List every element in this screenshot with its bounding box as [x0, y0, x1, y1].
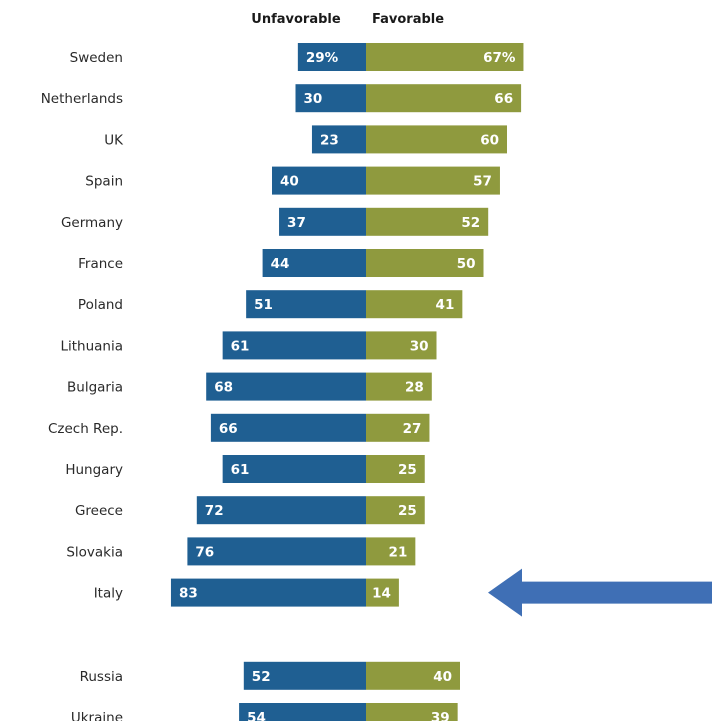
- bar-unfavorable-spain: [272, 166, 366, 195]
- bar-favorable-ukraine: [366, 703, 458, 721]
- label-unfavorable-poland: 51: [254, 297, 273, 313]
- bar-favorable-poland: [366, 290, 463, 319]
- bar-unfavorable-greece: [196, 496, 366, 525]
- bar-favorable-bulgaria: [366, 372, 432, 401]
- bar-favorable-germany: [366, 207, 489, 236]
- favorable-header: Favorable: [372, 12, 444, 27]
- bar-unfavorable-netherlands: [295, 84, 366, 113]
- bar-unfavorable-lithuania: [222, 331, 366, 360]
- label-unfavorable-france: 44: [271, 256, 290, 272]
- bar-unfavorable-germany: [279, 207, 366, 236]
- label-unfavorable-czech-rep: 66: [219, 421, 238, 437]
- bar-favorable-hungary: [366, 455, 425, 483]
- label-favorable-czech-rep: 27: [403, 421, 422, 437]
- label-favorable-spain: 57: [473, 174, 492, 190]
- category-label-greece: Greece: [75, 503, 123, 519]
- label-unfavorable-slovakia: 76: [195, 544, 214, 560]
- label-unfavorable-sweden: 29%: [306, 50, 339, 66]
- bars-layer: Sweden 29% 67% Netherlands 30 66 UK 23 60 Spain 40…: [41, 43, 524, 721]
- category-label-uk: UK: [104, 132, 124, 148]
- label-favorable-germany: 52: [461, 215, 480, 231]
- label-favorable-greece: 25: [398, 503, 417, 519]
- label-unfavorable-ukraine: 54: [247, 710, 266, 721]
- label-favorable-bulgaria: 28: [405, 380, 424, 396]
- label-unfavorable-germany: 37: [287, 215, 306, 231]
- category-label-italy: Italy: [94, 586, 123, 602]
- label-favorable-france: 50: [457, 256, 476, 272]
- label-favorable-italy: 14: [372, 586, 391, 602]
- bar-unfavorable-hungary: [222, 455, 366, 483]
- bar-unfavorable-russia: [243, 661, 366, 690]
- category-label-france: France: [78, 256, 123, 272]
- bar-favorable-russia: [366, 661, 460, 690]
- label-favorable-sweden: 67%: [483, 50, 516, 66]
- bar-favorable-italy: [366, 578, 399, 607]
- bar-favorable-sweden: [366, 43, 524, 71]
- arrow-annotation-icon: [488, 568, 712, 617]
- label-unfavorable-italy: 83: [179, 586, 198, 602]
- label-favorable-hungary: 25: [398, 462, 417, 478]
- label-favorable-poland: 41: [436, 297, 455, 313]
- label-unfavorable-uk: 23: [320, 132, 339, 148]
- label-unfavorable-lithuania: 61: [231, 338, 250, 354]
- bar-unfavorable-slovakia: [187, 537, 366, 566]
- bar-favorable-spain: [366, 166, 500, 195]
- category-label-lithuania: Lithuania: [60, 338, 123, 354]
- label-favorable-slovakia: 21: [389, 544, 408, 560]
- bar-unfavorable-uk: [311, 125, 366, 154]
- bar-unfavorable-sweden: [297, 43, 366, 71]
- bar-unfavorable-ukraine: [239, 703, 366, 721]
- bar-favorable-netherlands: [366, 84, 522, 113]
- category-label-bulgaria: Bulgaria: [67, 380, 123, 396]
- bar-favorable-lithuania: [366, 331, 437, 360]
- category-label-russia: Russia: [80, 669, 123, 685]
- label-unfavorable-hungary: 61: [231, 462, 250, 478]
- bar-unfavorable-poland: [246, 290, 366, 319]
- label-favorable-russia: 40: [433, 669, 452, 685]
- label-favorable-netherlands: 66: [494, 91, 513, 107]
- category-label-sweden: Sweden: [70, 50, 123, 66]
- category-label-germany: Germany: [61, 215, 123, 231]
- annotation-layer: [488, 568, 712, 617]
- bar-unfavorable-czech-rep: [210, 413, 366, 442]
- bar-favorable-slovakia: [366, 537, 416, 566]
- label-unfavorable-spain: 40: [280, 174, 299, 190]
- category-label-netherlands: Netherlands: [41, 91, 123, 107]
- label-favorable-lithuania: 30: [410, 338, 429, 354]
- category-label-ukraine: Ukraine: [71, 710, 123, 721]
- label-favorable-uk: 60: [480, 132, 499, 148]
- bar-unfavorable-bulgaria: [206, 372, 366, 401]
- bar-favorable-france: [366, 249, 484, 277]
- bar-unfavorable-italy: [170, 578, 366, 607]
- bar-unfavorable-france: [262, 249, 366, 277]
- label-unfavorable-russia: 52: [252, 669, 271, 685]
- bar-favorable-uk: [366, 125, 507, 154]
- label-unfavorable-netherlands: 30: [304, 91, 323, 107]
- unfavorable-header: Unfavorable: [251, 12, 341, 27]
- category-label-poland: Poland: [78, 297, 123, 313]
- category-label-spain: Spain: [85, 174, 123, 190]
- category-label-slovakia: Slovakia: [66, 544, 123, 560]
- label-unfavorable-greece: 72: [205, 503, 224, 519]
- bar-favorable-czech-rep: [366, 413, 430, 442]
- label-favorable-ukraine: 39: [431, 710, 450, 721]
- category-label-hungary: Hungary: [65, 462, 123, 478]
- label-unfavorable-bulgaria: 68: [214, 380, 233, 396]
- bar-favorable-greece: [366, 496, 425, 525]
- category-label-czech-rep: Czech Rep.: [48, 421, 123, 437]
